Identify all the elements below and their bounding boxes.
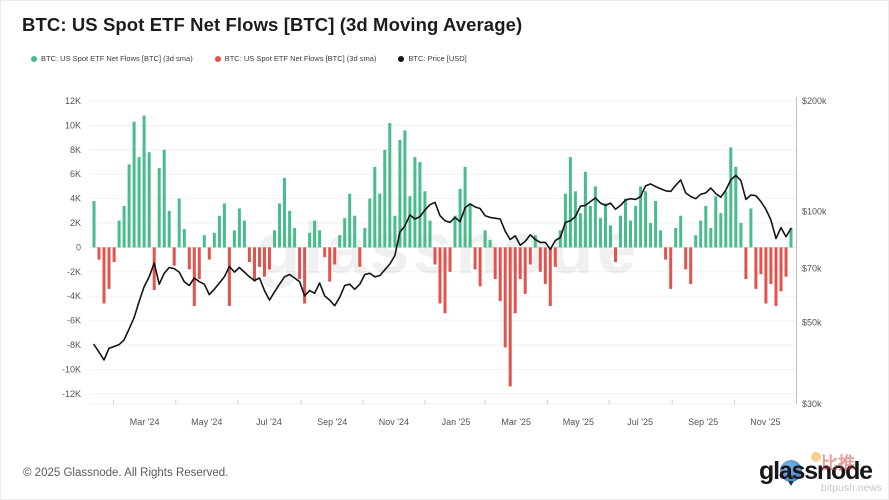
svg-text:Sep '24: Sep '24 <box>317 417 347 427</box>
svg-text:May '24: May '24 <box>191 417 222 427</box>
svg-text:-8K: -8K <box>67 340 81 350</box>
svg-text:-12K: -12K <box>62 389 81 399</box>
legend-label: BTC: Price [USD] <box>408 54 467 63</box>
svg-text:-6K: -6K <box>67 316 81 326</box>
svg-text:$100k: $100k <box>802 207 827 217</box>
svg-text:Sep '25: Sep '25 <box>688 417 718 427</box>
x-axis-labels: Mar '24 May '24 Jul '24 Sep '24 Nov '24 Jan '… <box>130 417 781 427</box>
svg-text:0: 0 <box>76 242 81 252</box>
svg-text:May '25: May '25 <box>563 417 594 427</box>
glassnode-orb-icon <box>780 460 802 486</box>
flow-bars <box>92 115 793 387</box>
y-axis-right-labels: $200k $100k $70k $50k $30k <box>802 96 827 409</box>
legend-item-netflows-negative[interactable]: BTC: US Spot ETF Net Flows [BTC] (3d sma… <box>214 54 377 63</box>
svg-text:Nov '24: Nov '24 <box>379 417 409 427</box>
chart-title: BTC: US Spot ETF Net Flows [BTC] (3d Mov… <box>22 14 523 35</box>
svg-text:$30k: $30k <box>802 399 822 409</box>
svg-text:-4K: -4K <box>67 291 81 301</box>
svg-text:8K: 8K <box>70 145 81 155</box>
svg-text:Jul '24: Jul '24 <box>256 417 282 427</box>
legend-dot-red-icon <box>214 55 221 62</box>
svg-text:10K: 10K <box>65 120 81 130</box>
svg-text:$200k: $200k <box>802 96 827 106</box>
svg-text:2K: 2K <box>70 218 81 228</box>
svg-text:12K: 12K <box>65 96 81 106</box>
legend-label: BTC: US Spot ETF Net Flows [BTC] (3d sma… <box>224 54 377 63</box>
svg-text:Jan '25: Jan '25 <box>442 417 471 427</box>
svg-text:-10K: -10K <box>62 364 81 374</box>
legend-item-price[interactable]: BTC: Price [USD] <box>398 54 467 63</box>
svg-text:$50k: $50k <box>802 317 822 327</box>
svg-text:$70k: $70k <box>802 264 822 274</box>
legend-item-netflows-positive[interactable]: BTC: US Spot ETF Net Flows [BTC] (3d sma… <box>31 54 193 63</box>
y-axis-left-labels: 12K 10K 8K 6K 4K 2K 0 -2K -4K -6K -8K -10K -12K <box>62 96 81 399</box>
svg-text:Nov '25: Nov '25 <box>750 417 780 427</box>
footer-copyright: © 2025 Glassnode. All Rights Reserved. <box>23 467 229 479</box>
svg-text:Jul '25: Jul '25 <box>627 417 653 427</box>
price-line <box>93 174 792 361</box>
svg-text:6K: 6K <box>70 169 81 179</box>
bitpush-dot-icon <box>811 452 821 462</box>
glassnode-logo[interactable]: glassnode 比推 bitpush.news <box>759 452 884 497</box>
svg-text:-2K: -2K <box>67 267 81 277</box>
svg-text:Mar '24: Mar '24 <box>130 417 160 427</box>
legend-dot-black-icon <box>398 55 405 62</box>
svg-text:Mar '25: Mar '25 <box>501 417 531 427</box>
svg-text:4K: 4K <box>70 194 81 204</box>
legend-label: BTC: US Spot ETF Net Flows [BTC] (3d sma… <box>41 54 193 63</box>
legend-dot-green-icon <box>31 55 37 62</box>
bitpush-cn-watermark: 比推 <box>821 454 855 473</box>
bitpush-site-watermark: bitpush.news <box>821 482 883 494</box>
grid <box>89 97 797 405</box>
chart-legend: BTC: US Spot ETF Net Flows [BTC] (3d sma… <box>31 54 467 63</box>
